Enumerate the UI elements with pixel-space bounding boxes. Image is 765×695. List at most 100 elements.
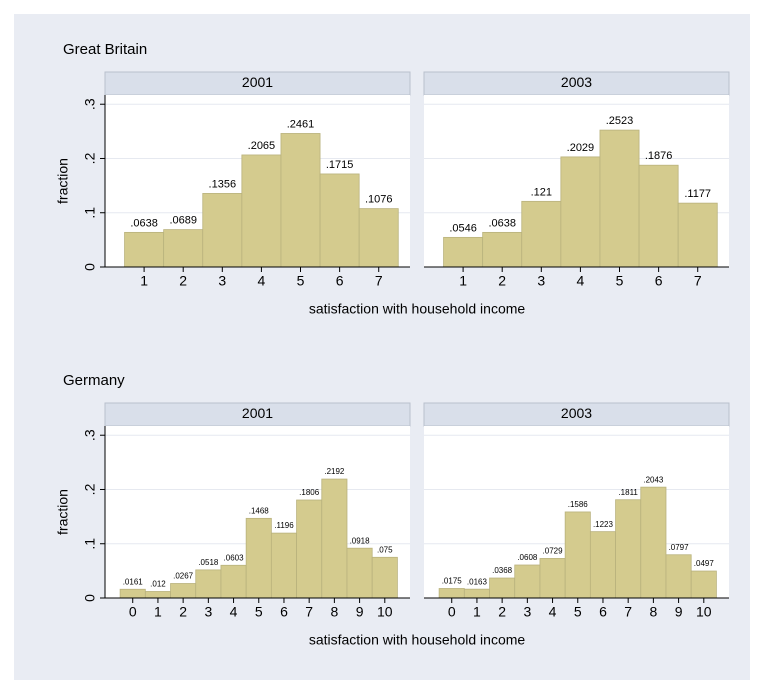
data-label: .0546 [449,222,477,234]
x-tick-label: 3 [218,273,226,289]
x-tick-label: 8 [330,604,338,620]
bar [280,133,321,268]
x-tick-label: 4 [230,604,238,620]
x-tick-label: 7 [375,273,383,289]
y-axis-label: fraction [55,158,71,204]
data-label: .1356 [209,178,237,190]
x-tick-label: 9 [356,604,364,620]
bar [144,591,171,599]
x-tick-label: 1 [154,604,162,620]
x-axis-label: satisfaction with household income [309,301,526,317]
y-tick-label: .1 [82,207,98,219]
y-tick-label: .3 [82,98,98,110]
bar [564,511,591,599]
data-label: .0161 [123,577,144,586]
data-label: .0368 [492,566,513,575]
data-label: .1876 [645,150,673,162]
bar [438,588,465,599]
data-label: .0518 [198,558,219,567]
x-tick-label: 1 [473,604,481,620]
x-tick-label: 9 [675,604,683,620]
x-tick-label: 1 [459,273,467,289]
x-tick-label: 5 [616,273,624,289]
bar [124,231,165,268]
x-axis-label: satisfaction with household income [309,632,526,648]
data-label: .1177 [684,188,711,200]
x-tick-label: 0 [129,604,137,620]
data-label: .1586 [568,500,589,509]
data-label: .121 [531,186,552,198]
x-tick-label: 1 [140,273,148,289]
x-tick-label: 2 [179,273,187,289]
bar [443,236,484,268]
data-label: .2029 [567,142,595,154]
bar [690,570,717,599]
x-tick-label: 4 [258,273,266,289]
bar [640,486,667,599]
bar [677,202,718,268]
x-tick-label: 8 [649,604,657,620]
facet-title: 2003 [561,405,592,421]
data-label: .2065 [248,140,276,152]
x-tick-label: 7 [624,604,632,620]
data-label: .2192 [324,467,345,476]
x-tick-label: 4 [577,273,585,289]
chart-title: Great Britain [63,41,147,58]
bar [589,531,616,599]
bar [346,547,373,599]
bar [245,517,272,599]
bar [270,532,297,599]
x-tick-label: 5 [574,604,582,620]
x-tick-label: 7 [305,604,313,620]
facet-title: 2003 [561,74,592,90]
data-label: .0497 [694,559,715,568]
x-tick-label: 2 [498,273,506,289]
bar [482,231,523,268]
data-label: .1806 [299,488,320,497]
x-tick-label: 10 [377,604,393,620]
x-tick-label: 6 [655,273,663,289]
bar [615,499,642,599]
data-label: .1076 [365,194,393,206]
data-label: .0638 [488,217,516,229]
x-tick-label: 3 [204,604,212,620]
bar [463,588,490,599]
y-tick-label: .1 [82,538,98,550]
data-label: .2523 [606,115,634,127]
data-label: .0918 [350,536,371,545]
bar [599,129,640,268]
y-tick-label: .3 [82,429,98,441]
x-tick-label: 5 [255,604,263,620]
bar [202,193,243,268]
data-label: .0603 [224,553,245,562]
data-label: .1223 [593,520,614,529]
bar [321,478,348,599]
chart-title: Germany [63,372,125,389]
data-label: .2461 [287,118,315,130]
data-label: .0608 [517,553,538,562]
data-label: .0797 [669,543,690,552]
bar [521,200,562,268]
facet-title: 2001 [242,74,273,90]
bar [241,154,282,268]
data-label: .1811 [618,488,638,497]
x-tick-label: 6 [599,604,607,620]
data-label: .0163 [467,577,488,586]
bar [170,583,197,599]
x-tick-label: 0 [448,604,456,620]
x-tick-label: 6 [280,604,288,620]
bar [319,173,360,268]
data-label: .1468 [249,506,270,515]
y-tick-label: 0 [82,263,98,271]
bar [119,588,146,599]
data-label: .0638 [130,217,158,229]
data-label: .0267 [173,572,194,581]
x-tick-label: 10 [696,604,712,620]
y-tick-label: 0 [82,594,98,602]
bar [514,564,541,599]
x-tick-label: 4 [549,604,557,620]
y-tick-label: .2 [82,483,98,495]
data-label: .0175 [442,577,463,586]
bar [195,569,222,599]
